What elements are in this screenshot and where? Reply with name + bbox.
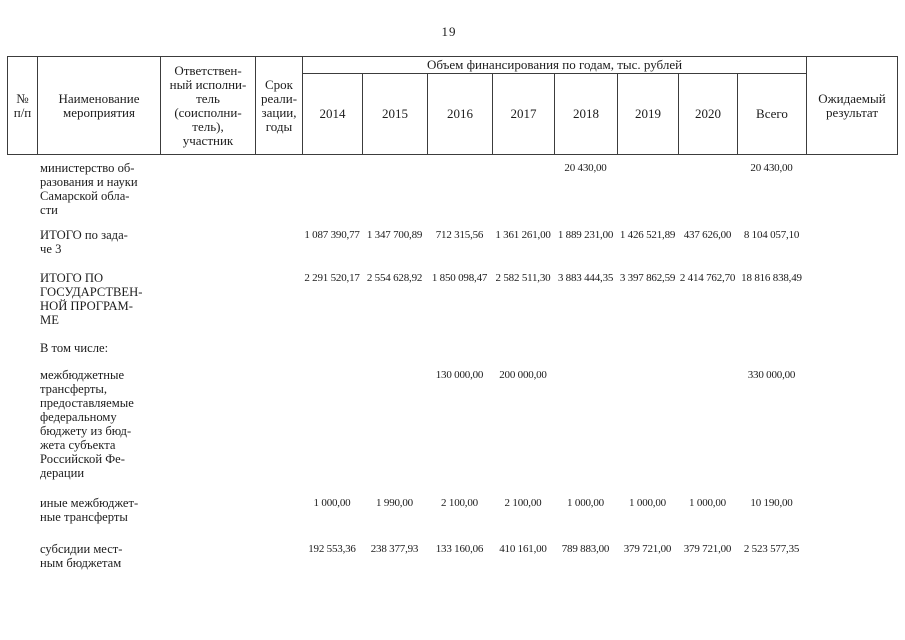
amount-cell: 2 100,00 [504, 497, 542, 509]
table-row: В том числе: [7, 341, 898, 355]
header-cell-year-2019: 2019 [618, 74, 679, 154]
amount-cell: 192 553,36 [308, 543, 356, 555]
header-cell-year-2020: 2020 [679, 74, 738, 154]
amount-cell: 8 104 057,10 [743, 229, 800, 241]
amount-cell: 1 000,00 [689, 497, 726, 509]
amount-cell: 2 582 511,30 [495, 272, 551, 284]
amount-cell: 379 721,00 [683, 543, 732, 555]
amount-cell: 2 523 577,35 [743, 543, 800, 555]
amount-cell: 379 721,00 [623, 543, 672, 555]
amount-cell: 18 816 838,49 [741, 272, 802, 284]
table-row: ИТОГО по зада- че 3 1 087 390,77 1 347 70… [7, 228, 898, 256]
table-row: субсидии мест- ным бюджетам 192 553,36 23… [7, 542, 898, 570]
amount-cell: 20 430,00 [750, 162, 793, 174]
amount-cell: 2 291 520,17 [304, 272, 360, 284]
header-cell-year-2017: 2017 [493, 74, 555, 154]
row-label: межбюджетные трансферты, предоставляемые… [40, 368, 134, 480]
page-number: 19 [441, 24, 457, 39]
header-cell-year-2018: 2018 [555, 74, 618, 154]
header-cell-year-2015: 2015 [363, 74, 428, 154]
amount-cell: 1 361 261,00 [495, 229, 551, 241]
header-cell-total: Всего [738, 74, 807, 154]
row-label: иные межбюджет- ные трансферты [40, 496, 139, 524]
table-row: ИТОГО ПО ГОСУДАРСТВЕН- НОЙ ПРОГРАМ- МЕ 2… [7, 271, 898, 327]
amount-cell: 10 190,00 [750, 497, 793, 509]
header-cell-num: № п/п [8, 57, 38, 154]
amount-cell: 20 430,00 [564, 162, 607, 174]
amount-cell: 1 347 700,89 [366, 229, 423, 241]
row-label: субсидии мест- ным бюджетам [40, 542, 123, 570]
amount-cell: 1 000,00 [313, 497, 351, 509]
amount-cell: 1 426 521,89 [619, 229, 676, 241]
header-cell-executor: Ответствен- ный исполни- тель (соисполни… [161, 57, 256, 154]
header-cell-funding: Объем финансирования по годам, тыс. рубл… [303, 57, 807, 74]
amount-cell: 130 000,00 [435, 369, 484, 381]
amount-cell: 133 160,06 [435, 543, 484, 555]
row-label: ИТОГО ПО ГОСУДАРСТВЕН- НОЙ ПРОГРАМ- МЕ [40, 271, 143, 327]
amount-cell: 2 414 762,70 [679, 272, 736, 284]
row-label: В том числе: [40, 341, 109, 355]
amount-cell: 1 087 390,77 [304, 229, 360, 241]
amount-cell: 410 161,00 [499, 543, 547, 555]
amount-cell: 330 000,00 [747, 369, 796, 381]
amount-cell: 437 626,00 [683, 229, 732, 241]
amount-cell: 3 883 444,35 [557, 272, 614, 284]
table-row: министерство об- разования и науки Самар… [7, 161, 898, 217]
amount-cell: 3 397 862,59 [619, 272, 676, 284]
header-cell-result: Ожидаемый результат [818, 90, 886, 120]
amount-cell: 2 554 628,92 [366, 272, 423, 284]
amount-cell: 1 990,00 [376, 497, 413, 509]
amount-cell: 1 850 098,47 [431, 272, 488, 284]
row-label: ИТОГО по зада- че 3 [40, 228, 128, 256]
table-row: межбюджетные трансферты, предоставляемые… [7, 368, 898, 480]
row-label: министерство об- разования и науки Самар… [40, 161, 138, 217]
amount-cell: 1 889 231,00 [557, 229, 614, 241]
header-cell-name: Наименование мероприятия [38, 57, 161, 154]
amount-cell: 2 100,00 [441, 497, 478, 509]
table-row: иные межбюджет- ные трансферты 1 000,00 1… [7, 496, 898, 524]
amount-cell: 1 000,00 [629, 497, 666, 509]
amount-cell: 712 315,56 [435, 229, 484, 241]
table-header: № п/п Наименование мероприятия Ответстве… [7, 56, 898, 155]
header-cell-year-2016: 2016 [428, 74, 493, 154]
header-cell-term: Срок реали- зации, годы [256, 57, 303, 154]
amount-cell: 789 883,00 [561, 543, 610, 555]
header-cell-year-2014: 2014 [303, 74, 363, 154]
amount-cell: 1 000,00 [567, 497, 604, 509]
amount-cell: 238 377,93 [370, 543, 419, 555]
amount-cell: 200 000,00 [499, 369, 547, 381]
